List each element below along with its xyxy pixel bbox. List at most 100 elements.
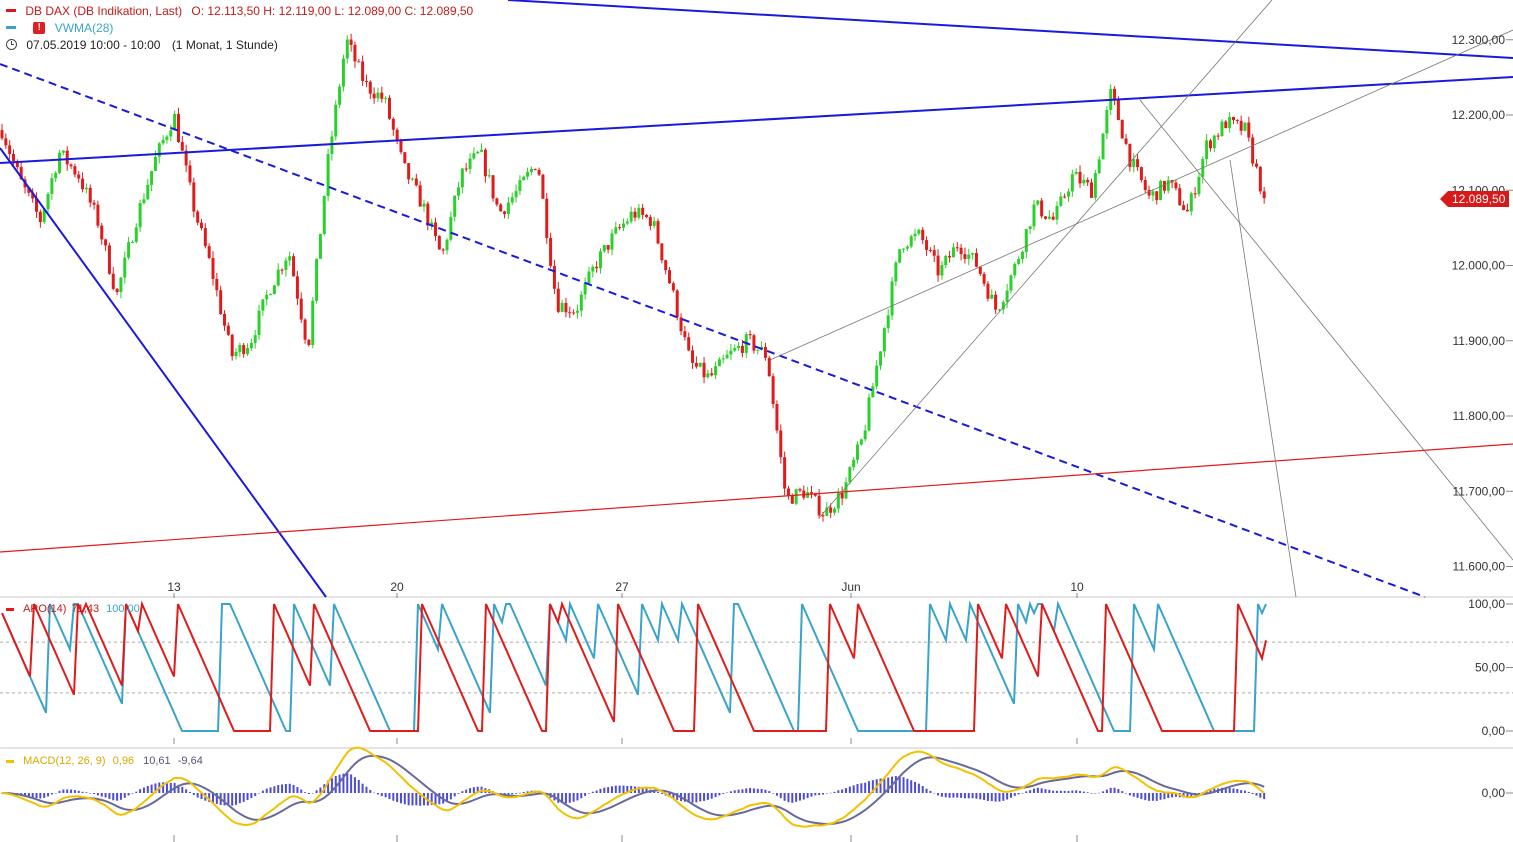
candle-body [955, 247, 959, 249]
macd-histogram-bar [699, 793, 702, 802]
macd-histogram-bar [346, 773, 349, 793]
macd-histogram-bar [668, 793, 671, 798]
candle-body [418, 185, 422, 207]
candle [1097, 156, 1101, 175]
candle-body [856, 444, 860, 460]
candle [510, 192, 514, 206]
aroon-panel [1, 600, 1267, 733]
macd-histogram-bar [787, 793, 790, 803]
indicator-legend[interactable]: ! VWMA(28) [6, 20, 113, 35]
macd-histogram-bar [998, 793, 1001, 802]
macd-histogram-bar [461, 791, 464, 793]
macd-histogram-bar [806, 793, 809, 798]
macd-histogram-bar [864, 782, 867, 793]
candle-body [683, 331, 687, 338]
macd-histogram-bar [376, 793, 379, 795]
candle-body [587, 271, 591, 284]
macd-histogram-bar [1174, 793, 1177, 797]
candle [506, 197, 510, 219]
candle [648, 214, 652, 231]
macd-histogram-bar [353, 777, 356, 793]
candle-body [928, 249, 932, 251]
macd-histogram-bar [894, 776, 897, 793]
candle [42, 208, 46, 225]
macd-histogram-bar [39, 793, 42, 799]
macd-histogram-bar [990, 793, 993, 802]
candle-body [871, 386, 875, 398]
candle [1070, 169, 1074, 197]
candle [522, 175, 526, 181]
last-price-tag-arrow [1440, 191, 1448, 207]
macd-histogram-bar [507, 793, 510, 795]
macd-histogram-bar [653, 790, 656, 793]
candle [859, 438, 863, 446]
aroon-down-line [1, 600, 1267, 733]
candle-body [315, 258, 319, 301]
candle [1128, 143, 1132, 172]
candle-body [710, 373, 714, 376]
candle [246, 343, 250, 357]
macd-histogram-bar [783, 793, 786, 801]
candle [1247, 116, 1251, 142]
macd-histogram-bar [296, 787, 299, 793]
candle-body [821, 515, 825, 517]
macd-histogram-bar [511, 793, 514, 795]
candle-body [963, 254, 967, 259]
instrument-legend[interactable]: DB DAX (DB Indikation, Last) O: 12.113,5… [6, 3, 473, 18]
macd-histogram-bar [518, 792, 521, 794]
candle-body [31, 192, 35, 199]
macd-histogram-bar [27, 793, 30, 798]
macd-histogram-bar [146, 785, 149, 793]
candle [978, 266, 982, 277]
candle [1074, 168, 1078, 175]
candle-body [127, 242, 131, 258]
candle-body [223, 313, 227, 326]
macd-histogram-bar [845, 788, 847, 793]
candle [219, 285, 223, 315]
candle [545, 193, 549, 244]
fan-line [769, 29, 1513, 361]
candle [721, 354, 725, 364]
candle [368, 80, 372, 100]
candle [549, 232, 553, 269]
candle [196, 209, 200, 226]
macd-histogram-bar [438, 793, 441, 805]
candle [334, 100, 338, 141]
candle [955, 242, 959, 252]
macd-histogram-bar [235, 793, 238, 805]
candle [1043, 216, 1047, 220]
alert-icon[interactable]: ! [33, 21, 46, 34]
candle-body [1097, 159, 1101, 174]
candle [606, 244, 610, 254]
candle [683, 325, 687, 341]
candle [384, 96, 388, 104]
candle-body [852, 459, 856, 468]
candle [610, 229, 614, 256]
macd-histogram-bar [599, 788, 602, 793]
candle [1101, 132, 1105, 160]
macd-histogram-bar [81, 791, 84, 793]
candle-body [303, 319, 307, 340]
candle [1155, 191, 1159, 205]
candle [449, 211, 453, 242]
last-price-value: 12.089,50 [1452, 192, 1506, 206]
candle-body [176, 113, 180, 143]
macd-legend[interactable]: MACD(12, 26, 9) 0,96 10,61 -9,64 [6, 755, 203, 767]
candle [867, 393, 871, 432]
macd-histogram-bar [944, 793, 947, 798]
candle-body [840, 492, 844, 499]
macd-histogram-bar [50, 793, 53, 795]
last-price-tag: 12.089,50 [1448, 191, 1510, 207]
candle [579, 291, 583, 317]
macd-histogram-bar [396, 793, 399, 803]
aroon-legend[interactable]: ARO(14) 71,43 100,00 [6, 603, 140, 615]
candle-body [414, 178, 418, 186]
macd-histogram-bar [1029, 790, 1032, 793]
candle [779, 424, 783, 464]
candle [422, 199, 426, 212]
candle-body [974, 253, 978, 267]
ohlc-values: O: 12.113,50 H: 12.119,00 L: 12.089,00 C… [191, 3, 474, 18]
candle [307, 339, 311, 347]
macd-histogram-bar [852, 785, 855, 793]
